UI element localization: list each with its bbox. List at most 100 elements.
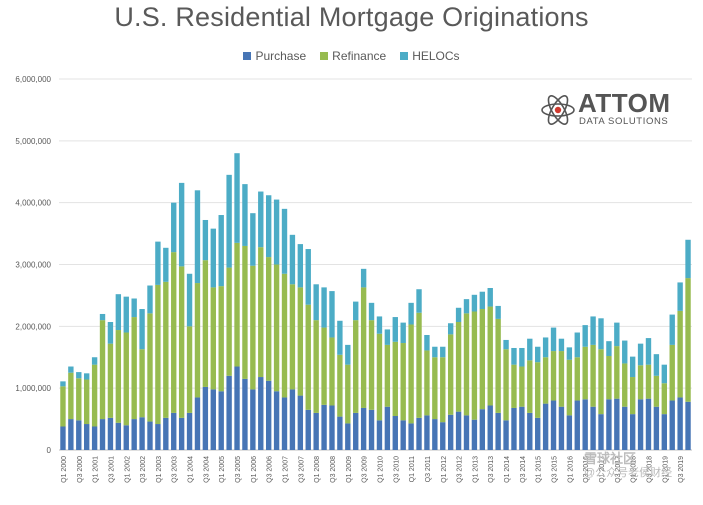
bar-refinance-q3-2019 <box>677 310 683 398</box>
bar-refinance-q3-2017 <box>614 346 620 399</box>
legend-item-helocs[interactable]: HELOCs <box>400 49 460 63</box>
bar-purchase-q4-2000 <box>84 424 90 450</box>
bar-refinance-q3-2005 <box>234 242 240 367</box>
bar-refinance-q2-2017 <box>606 356 612 400</box>
bar-helocs-q2-2007 <box>289 234 296 285</box>
bar-refinance-q2-2012 <box>447 334 454 415</box>
bar-refinance-q4-2010 <box>400 343 406 421</box>
bar-purchase-q2-2012 <box>447 414 454 450</box>
bar-helocs-q3-2017 <box>614 322 620 347</box>
legend-swatch-refinance <box>320 52 329 60</box>
bar-refinance-q1-2001 <box>91 364 98 427</box>
bar-helocs-q1-2001 <box>91 357 98 365</box>
chart-title: U.S. Residential Mortgage Originations <box>114 2 589 32</box>
bar-refinance-q1-2013 <box>471 311 478 420</box>
bar-purchase-q1-2003 <box>155 424 161 450</box>
bar-purchase-q4-2010 <box>400 420 406 450</box>
bar-purchase-q4-2007 <box>305 409 311 450</box>
x-tick-label: Q3 2010 <box>393 456 400 483</box>
bar-purchase-q3-2014 <box>519 406 525 450</box>
bar-purchase-q1-2010 <box>376 420 383 450</box>
x-tick-label: Q3 2002 <box>140 456 147 483</box>
bar-purchase-q3-2009 <box>360 407 367 450</box>
bars <box>60 153 691 451</box>
bar-helocs-q3-2008 <box>329 291 335 338</box>
bar-helocs-q3-2007 <box>297 244 304 288</box>
bar-purchase-q2-2006 <box>258 377 264 450</box>
bar-purchase-q1-2018 <box>629 414 636 450</box>
bar-refinance-q1-2003 <box>155 284 161 425</box>
bar-helocs-q1-2002 <box>123 296 129 333</box>
bar-refinance-q1-2009 <box>345 364 351 424</box>
bar-helocs-q4-2011 <box>432 346 438 358</box>
legend-item-refinance[interactable]: Refinance <box>320 49 386 63</box>
bar-purchase-q3-2017 <box>614 398 620 450</box>
bar-helocs-q2-2008 <box>321 287 327 328</box>
y-tick-label: 2,000,000 <box>15 322 51 331</box>
watermark-line-1: 雪球社区 <box>584 451 637 466</box>
bar-refinance-q4-2016 <box>590 344 596 407</box>
bar-purchase-q3-2001 <box>107 417 114 450</box>
bar-helocs-q3-2003 <box>171 202 177 253</box>
bar-refinance-q1-2000 <box>60 386 66 427</box>
bar-refinance-q2-2004 <box>194 283 201 398</box>
x-tick-label: Q3 2016 <box>583 456 590 483</box>
bar-refinance-q3-2000 <box>76 378 82 421</box>
bar-purchase-q3-2004 <box>202 386 209 450</box>
bar-helocs-q2-2010 <box>384 329 391 345</box>
bar-purchase-q4-2014 <box>527 412 533 450</box>
bar-refinance-q4-2001 <box>115 330 122 423</box>
x-tick-label: Q3 2014 <box>520 456 527 483</box>
x-tick-label: Q3 2005 <box>235 456 242 483</box>
bar-purchase-q4-2002 <box>147 421 153 450</box>
x-tick-label: Q3 2009 <box>362 456 369 483</box>
bar-purchase-q2-2005 <box>226 375 232 450</box>
bar-purchase-q3-2005 <box>234 366 240 450</box>
bar-helocs-q4-2015 <box>558 338 565 352</box>
bar-helocs-q4-2019 <box>685 239 691 279</box>
bar-purchase-q2-2019 <box>669 400 675 450</box>
bar-purchase-q2-2010 <box>384 406 391 450</box>
bar-purchase-q2-2018 <box>637 399 644 450</box>
bar-refinance-q3-2015 <box>550 351 557 401</box>
bar-purchase-q3-2010 <box>392 415 398 450</box>
bar-helocs-q3-2016 <box>582 325 588 347</box>
bar-refinance-q1-2010 <box>376 333 383 421</box>
bar-purchase-q3-2000 <box>76 420 82 450</box>
logo-subtitle: DATA SOLUTIONS <box>579 116 669 127</box>
bar-helocs-q3-2006 <box>265 195 272 258</box>
legend-item-purchase[interactable]: Purchase <box>243 49 306 63</box>
bar-helocs-q1-2006 <box>250 213 256 266</box>
bar-purchase-q4-2019 <box>685 401 691 450</box>
bar-helocs-q3-2012 <box>455 307 462 322</box>
bar-purchase-q2-2016 <box>574 400 580 450</box>
bar-refinance-q2-2016 <box>574 357 580 401</box>
bar-purchase-q2-2013 <box>479 409 486 450</box>
bar-purchase-q4-2012 <box>463 415 470 450</box>
x-tick-label: Q1 2011 <box>409 456 416 482</box>
x-tick-label: Q1 2013 <box>472 456 479 483</box>
bar-refinance-q1-2014 <box>503 349 509 421</box>
bar-purchase-q4-2005 <box>242 378 248 450</box>
bar-helocs-q1-2012 <box>440 346 446 358</box>
bar-helocs-q4-2010 <box>400 322 406 344</box>
bar-purchase-q3-2013 <box>487 405 493 450</box>
bar-refinance-q3-2007 <box>297 287 304 396</box>
bar-purchase-q4-2006 <box>273 391 280 450</box>
x-tick-label: Q1 2009 <box>346 456 353 483</box>
bar-refinance-q4-2015 <box>558 351 565 407</box>
x-tick-label: Q1 2007 <box>283 456 290 483</box>
x-tick-label: Q3 2003 <box>172 456 179 483</box>
bar-helocs-q1-2013 <box>471 294 478 312</box>
x-tick-label: Q1 2015 <box>536 456 543 483</box>
bar-purchase-q2-2009 <box>353 412 359 450</box>
x-tick-label: Q1 2019 <box>662 456 669 483</box>
bar-purchase-q3-2008 <box>329 405 335 450</box>
bar-refinance-q2-2010 <box>384 344 391 407</box>
bar-refinance-q2-2011 <box>416 312 422 418</box>
x-axis-tick-labels: Q1 2000 Q3 2000 Q1 2001 Q3 2001 Q1 2002 Q3 20… <box>61 456 685 483</box>
bar-purchase-q2-2002 <box>131 419 137 450</box>
bar-purchase-q2-2004 <box>194 397 201 450</box>
bar-helocs-q3-2005 <box>234 153 240 243</box>
